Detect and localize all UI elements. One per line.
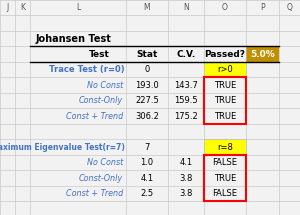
Bar (204, 62, 246, 77)
Text: Const + Trend: Const + Trend (66, 189, 123, 198)
Text: Test: Test (88, 50, 110, 59)
Bar (246, 46, 279, 62)
Text: N: N (183, 3, 189, 12)
Text: K: K (20, 3, 25, 12)
Text: 175.2: 175.2 (174, 112, 198, 121)
Text: J: J (6, 3, 9, 12)
Text: 4.1: 4.1 (179, 158, 193, 167)
Text: 227.5: 227.5 (135, 96, 159, 105)
Text: r=8: r=8 (217, 143, 233, 152)
Text: TRUE: TRUE (214, 96, 236, 105)
Text: 193.0: 193.0 (135, 81, 159, 90)
Text: 4.1: 4.1 (140, 174, 154, 183)
Text: C.V.: C.V. (176, 50, 196, 59)
Text: 2.5: 2.5 (140, 189, 154, 198)
Text: Johansen Test: Johansen Test (36, 34, 112, 44)
Text: M: M (144, 3, 150, 12)
Text: 7: 7 (144, 143, 150, 152)
Bar (204, 155, 246, 201)
Text: Const-Only: Const-Only (79, 174, 123, 183)
Text: 0: 0 (144, 65, 150, 74)
Text: 1.0: 1.0 (140, 158, 154, 167)
Text: No Const: No Const (87, 81, 123, 90)
Text: Trace Test (r=0): Trace Test (r=0) (49, 65, 124, 74)
Text: 143.7: 143.7 (174, 81, 198, 90)
Text: TRUE: TRUE (214, 81, 236, 90)
Text: No Const: No Const (87, 158, 123, 167)
Text: TRUE: TRUE (214, 174, 236, 183)
Bar (204, 77, 246, 124)
Text: 3.8: 3.8 (179, 174, 193, 183)
Text: O: O (222, 3, 228, 12)
Text: FALSE: FALSE (212, 158, 238, 167)
Text: 5.0%: 5.0% (250, 50, 275, 59)
Text: 3.8: 3.8 (179, 189, 193, 198)
Text: FALSE: FALSE (212, 189, 238, 198)
Text: Q: Q (286, 3, 292, 12)
Text: Passed?: Passed? (205, 50, 245, 59)
Bar (204, 139, 246, 155)
Bar (204, 139, 246, 155)
Text: 306.2: 306.2 (135, 112, 159, 121)
Text: P: P (260, 3, 265, 12)
Text: 159.5: 159.5 (174, 96, 198, 105)
Text: Maximum Eigenvalue Test(r=7): Maximum Eigenvalue Test(r=7) (0, 143, 124, 152)
Bar (204, 62, 246, 77)
Text: Const + Trend: Const + Trend (66, 112, 123, 121)
Text: Stat: Stat (136, 50, 158, 59)
Text: L: L (76, 3, 80, 12)
Text: TRUE: TRUE (214, 112, 236, 121)
Text: Const-Only: Const-Only (79, 96, 123, 105)
Text: r>0: r>0 (217, 65, 233, 74)
